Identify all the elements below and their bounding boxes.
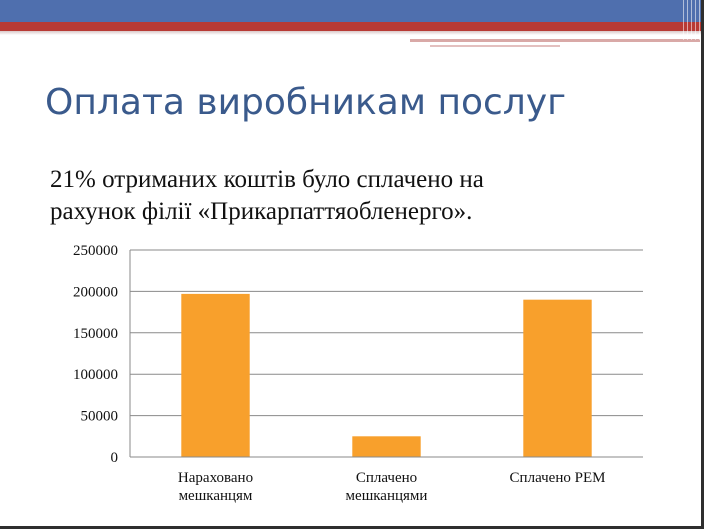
slide-subtitle: 21% отриманих коштів було сплачено на ра…	[50, 164, 690, 228]
bar	[181, 293, 250, 457]
header-band-red	[0, 22, 701, 31]
bar	[352, 436, 421, 457]
bars	[181, 293, 592, 457]
y-tick-label: 200000	[73, 284, 118, 300]
bar	[523, 299, 592, 457]
y-tick-label: 250000	[73, 243, 118, 259]
accent-line-short	[430, 45, 560, 47]
bar-chart: 0 50000 100000 150000 200000 250000 Нарахован…	[73, 243, 643, 504]
y-tick-label: 50000	[81, 409, 119, 425]
category-label: Сплачено мешканцями	[346, 470, 428, 504]
header-band-shadow	[0, 31, 701, 35]
y-tick-label: 150000	[73, 326, 118, 342]
y-axis-ticks: 0 50000 100000 150000 200000 250000	[73, 243, 118, 466]
category-label: Нараховано мешканцям	[178, 470, 253, 504]
category-labels: Нараховано мешканцям Сплачено мешканцями Спл…	[178, 470, 606, 504]
category-label: Сплачено РЕМ	[510, 470, 606, 486]
accent-line	[410, 39, 700, 42]
subtitle-line-2: рахунок філії «Прикарпаттяобленерго».	[50, 198, 473, 225]
corner-decoration	[680, 0, 700, 40]
y-tick-label: 100000	[73, 367, 118, 383]
slide-title: Оплата виробникам послуг	[45, 82, 567, 123]
y-tick-label: 0	[111, 450, 119, 466]
subtitle-line-1: 21% отриманих коштів було сплачено на	[50, 166, 484, 193]
header-band-blue	[0, 0, 701, 22]
